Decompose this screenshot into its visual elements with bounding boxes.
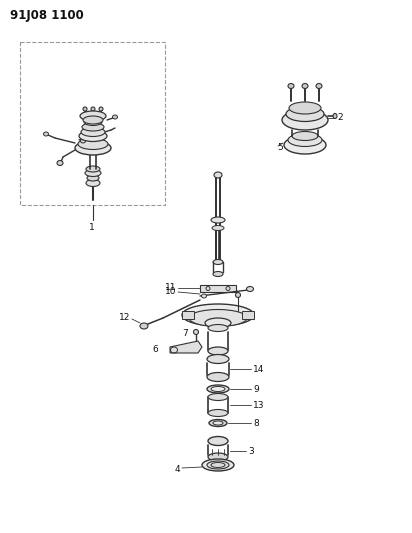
Ellipse shape [80, 139, 86, 143]
Ellipse shape [288, 133, 322, 147]
Ellipse shape [208, 393, 228, 400]
Ellipse shape [209, 419, 227, 426]
Ellipse shape [333, 114, 337, 118]
Ellipse shape [82, 123, 104, 131]
Ellipse shape [81, 127, 105, 136]
Text: 91J08 1100: 91J08 1100 [10, 10, 84, 22]
Ellipse shape [208, 409, 228, 416]
Text: 4: 4 [174, 464, 180, 473]
Bar [200, 285, 236, 292]
Ellipse shape [140, 323, 148, 329]
Ellipse shape [211, 463, 225, 467]
Ellipse shape [208, 325, 228, 332]
Ellipse shape [213, 260, 223, 264]
Text: 10: 10 [164, 287, 176, 296]
Text: 11: 11 [164, 284, 176, 293]
Ellipse shape [83, 107, 87, 111]
Text: 14: 14 [253, 365, 265, 374]
Ellipse shape [208, 453, 228, 461]
Ellipse shape [289, 102, 321, 114]
Text: 8: 8 [253, 418, 259, 427]
Text: 7: 7 [182, 328, 188, 337]
Ellipse shape [84, 118, 102, 125]
Ellipse shape [99, 107, 103, 111]
Ellipse shape [211, 217, 225, 223]
Ellipse shape [214, 172, 222, 178]
Ellipse shape [75, 141, 111, 155]
Ellipse shape [236, 293, 241, 297]
Text: 6: 6 [152, 344, 158, 353]
Ellipse shape [288, 84, 294, 88]
Ellipse shape [86, 180, 100, 187]
Ellipse shape [194, 329, 199, 335]
Bar [20, 42, 165, 205]
Ellipse shape [211, 386, 225, 392]
Text: 5: 5 [277, 142, 283, 151]
Text: 3: 3 [248, 447, 254, 456]
Text: 12: 12 [119, 313, 130, 322]
Ellipse shape [79, 131, 107, 141]
Ellipse shape [292, 132, 318, 141]
Ellipse shape [189, 310, 247, 327]
Ellipse shape [44, 132, 49, 136]
Ellipse shape [202, 459, 234, 471]
Ellipse shape [207, 354, 229, 364]
Ellipse shape [207, 385, 229, 393]
Ellipse shape [208, 347, 228, 355]
Ellipse shape [86, 166, 100, 172]
Ellipse shape [201, 294, 206, 298]
Ellipse shape [286, 107, 324, 122]
Ellipse shape [207, 461, 229, 469]
Ellipse shape [91, 107, 95, 111]
Ellipse shape [208, 437, 228, 446]
Ellipse shape [78, 139, 108, 149]
Ellipse shape [246, 287, 253, 292]
Ellipse shape [205, 318, 231, 328]
Text: 9: 9 [253, 384, 259, 393]
Ellipse shape [213, 421, 223, 425]
Text: 13: 13 [253, 400, 265, 409]
Text: 2: 2 [337, 114, 343, 123]
Ellipse shape [87, 175, 99, 181]
Ellipse shape [57, 160, 63, 166]
Bar [182, 311, 194, 319]
Ellipse shape [213, 271, 223, 277]
Text: 1: 1 [89, 223, 95, 232]
Ellipse shape [282, 110, 328, 130]
Ellipse shape [83, 116, 103, 124]
Ellipse shape [85, 169, 101, 176]
Ellipse shape [80, 111, 106, 121]
Ellipse shape [302, 84, 308, 88]
Ellipse shape [316, 84, 322, 88]
Ellipse shape [207, 373, 229, 382]
Ellipse shape [212, 225, 224, 230]
Ellipse shape [112, 115, 117, 119]
Ellipse shape [284, 136, 326, 154]
Polygon shape [170, 341, 202, 353]
Bar [242, 311, 254, 319]
Ellipse shape [182, 304, 254, 326]
